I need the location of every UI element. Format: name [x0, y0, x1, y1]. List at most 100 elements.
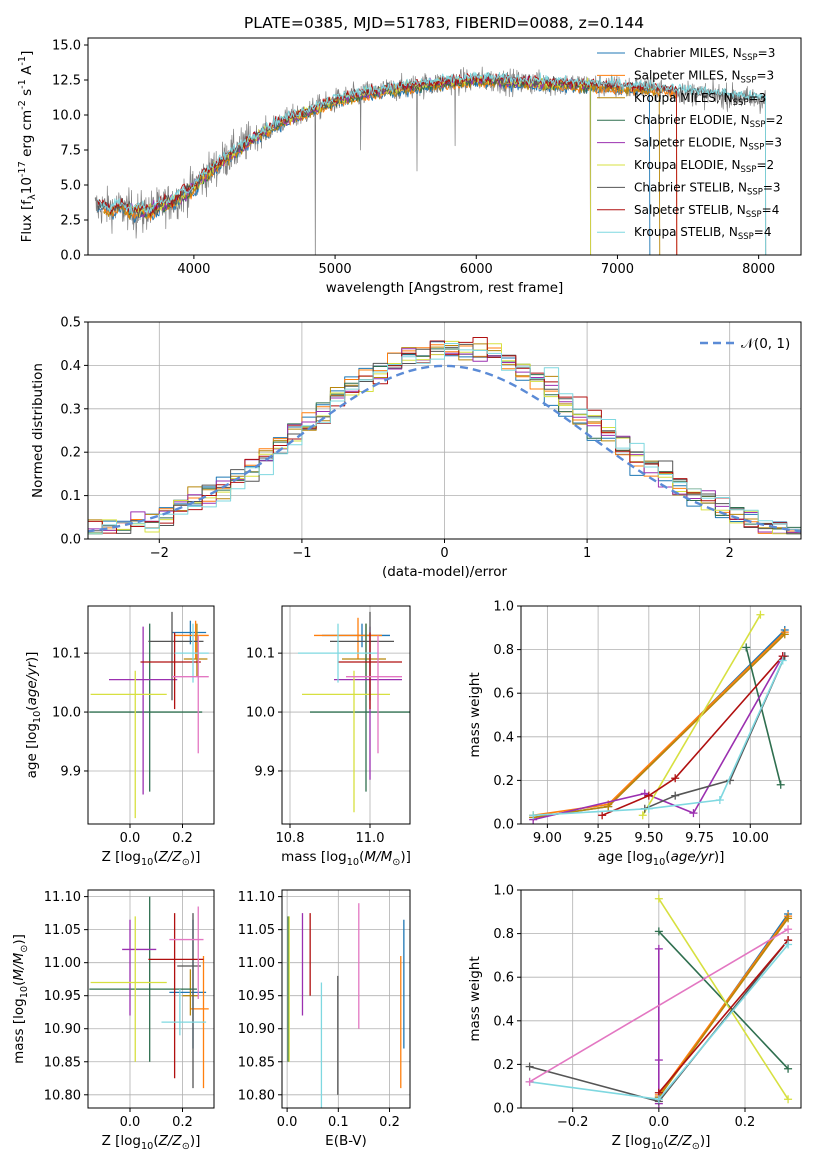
residuals-panel: −2 −1 0 1 2 0.0 0.1 0.2 0.3 0.4 0.5 (data-model)/er…: [30, 316, 802, 580]
x-axis-label: Z [log10(Z/Z⊙)]: [612, 1133, 711, 1152]
y-tick-label: 10.1: [246, 647, 275, 662]
axes-border: [281, 605, 411, 825]
x-tick-label: 0.0: [120, 831, 141, 846]
y-tick-label: 0.0: [493, 1102, 514, 1117]
weight-series-line: [601, 655, 784, 817]
plus-marker: [654, 1056, 663, 1065]
x-tick-label: 0.0: [649, 1115, 670, 1130]
plus-marker: [640, 789, 649, 798]
y-tick-label: 10.85: [44, 1055, 81, 1070]
y-tick-label: 0.2: [60, 446, 81, 461]
axes-border: [281, 889, 411, 1109]
script-span: 10: [347, 857, 359, 868]
x-tick-label: 10.00: [732, 831, 769, 846]
x-axis-label: Z [log10(Z/Z⊙)]: [102, 849, 201, 868]
axes-frame: −0.2 0.0 0.2 0.0 0.2 0.4 0.6 0.8 1.0 Z [log10(Z/Z…: [467, 884, 802, 1152]
plus-marker: [784, 914, 793, 923]
legend-subscript: SSP: [747, 187, 763, 197]
text-span: )]: [400, 849, 411, 865]
text-span: erg cm: [19, 110, 35, 161]
plus-marker: [644, 791, 653, 800]
script-span: 10: [141, 857, 153, 868]
legend-subscript: SSP: [742, 53, 758, 63]
x-tick-label: 2: [726, 546, 734, 561]
text-span: s: [19, 89, 35, 100]
text-span: (: [24, 705, 40, 710]
y-tick-label: 0.4: [493, 1014, 514, 1029]
x-tick-label: 0.0: [120, 1115, 141, 1130]
y-tick-label: 10.80: [238, 1088, 275, 1103]
text-span: mass [log: [11, 998, 27, 1064]
x-tick-label: 0.1: [328, 1115, 349, 1130]
text-span: mass weight: [467, 672, 483, 757]
legend-subscript: SSP: [733, 98, 749, 108]
weight-vs-metallicity-panel: −0.2 0.0 0.2 0.0 0.2 0.4 0.6 0.8 1.0 Z [log10(Z/Z…: [467, 884, 802, 1152]
y-axis-label: mass weight: [467, 956, 483, 1041]
x-tick-label: 5000: [319, 262, 352, 277]
legend: Chabrier MILES, NSSP=3 Salpeter MILES, NS…: [597, 46, 783, 242]
model-spectrum-line: [97, 73, 678, 255]
y-tick-label: 0.2: [493, 774, 514, 789]
legend-tail: =4: [762, 203, 780, 217]
plus-marker: [784, 1095, 793, 1104]
plot-layer: [88, 337, 801, 535]
plus-marker: [654, 1095, 663, 1104]
weight-series-line: [533, 655, 784, 821]
script-span: 10: [653, 857, 665, 868]
text-span: )]: [700, 1133, 711, 1149]
y-tick-label: 1.0: [493, 600, 514, 615]
x-tick-label: 6000: [460, 262, 493, 277]
legend-tail: =2: [766, 113, 784, 127]
plus-marker: [784, 940, 793, 949]
y-tick-label: 10.90: [238, 1022, 275, 1037]
text-span: Z/Z: [158, 849, 183, 865]
text-span: age/yr: [671, 849, 716, 865]
weight-series-line: [658, 939, 789, 1094]
plus-marker: [784, 1064, 793, 1073]
text-span: (: [11, 981, 27, 986]
text-span: A: [19, 65, 35, 79]
y-tick-label: 0.6: [493, 687, 514, 702]
y-tick-label: 0.0: [60, 249, 81, 264]
legend-subscript: SSP: [750, 120, 766, 130]
y-axis-label: Normed distribution: [30, 363, 46, 498]
text-span: age [log: [598, 849, 653, 865]
script-span: ⊙: [392, 857, 400, 868]
legend-subscript: SSP: [741, 75, 757, 85]
text-span: Flux [f: [19, 199, 35, 243]
y-axis-label: age [log10(age/yr)]: [24, 652, 43, 779]
y-tick-label: 10.1: [52, 647, 81, 662]
x-tick-label: 4000: [177, 262, 210, 277]
axes-border: [87, 889, 215, 1109]
weight-series-line: [533, 660, 784, 817]
legend-tail: =3: [756, 68, 774, 82]
legend-tail: =2: [756, 158, 774, 172]
text-span: ]: [19, 51, 35, 56]
y-tick-label: 11.05: [44, 923, 81, 938]
legend-tail: =3: [749, 91, 767, 105]
axes-frame: 4000 5000 6000 7000 8000 0.0 2.5 5.0 7.5 10.0 12.5…: [17, 37, 802, 296]
plot-layer: [89, 611, 209, 819]
plot-layer: [525, 894, 793, 1108]
x-axis-label: E(B-V): [325, 1133, 367, 1149]
legend-label: Salpeter MILES, NSSP=3: [634, 68, 774, 85]
y-tick-label: 11.05: [238, 923, 275, 938]
weight-series-line: [533, 633, 786, 819]
plus-marker: [689, 809, 698, 818]
text-span: (data-model)/error: [382, 564, 508, 580]
model-spectrum-line: [127, 75, 592, 255]
text-span: )]: [24, 652, 40, 663]
axes-frame: 0.0 0.29.910.010.1Z [log10(Z/Z⊙)]age [log…: [24, 605, 215, 868]
x-tick-label: 1: [583, 546, 591, 561]
text-span: )]: [190, 1133, 201, 1149]
y-tick-label: 0.5: [60, 316, 81, 331]
text-span: Z/Z: [158, 1133, 183, 1149]
y-tick-label: 0.8: [493, 643, 514, 658]
legend-subscript: SSP: [748, 143, 764, 153]
y-tick-label: 5.0: [60, 179, 81, 194]
y-tick-label: 9.9: [254, 764, 275, 779]
legend-tail: =3: [763, 180, 781, 194]
axes-border: [87, 605, 215, 825]
plus-marker: [525, 1062, 534, 1071]
